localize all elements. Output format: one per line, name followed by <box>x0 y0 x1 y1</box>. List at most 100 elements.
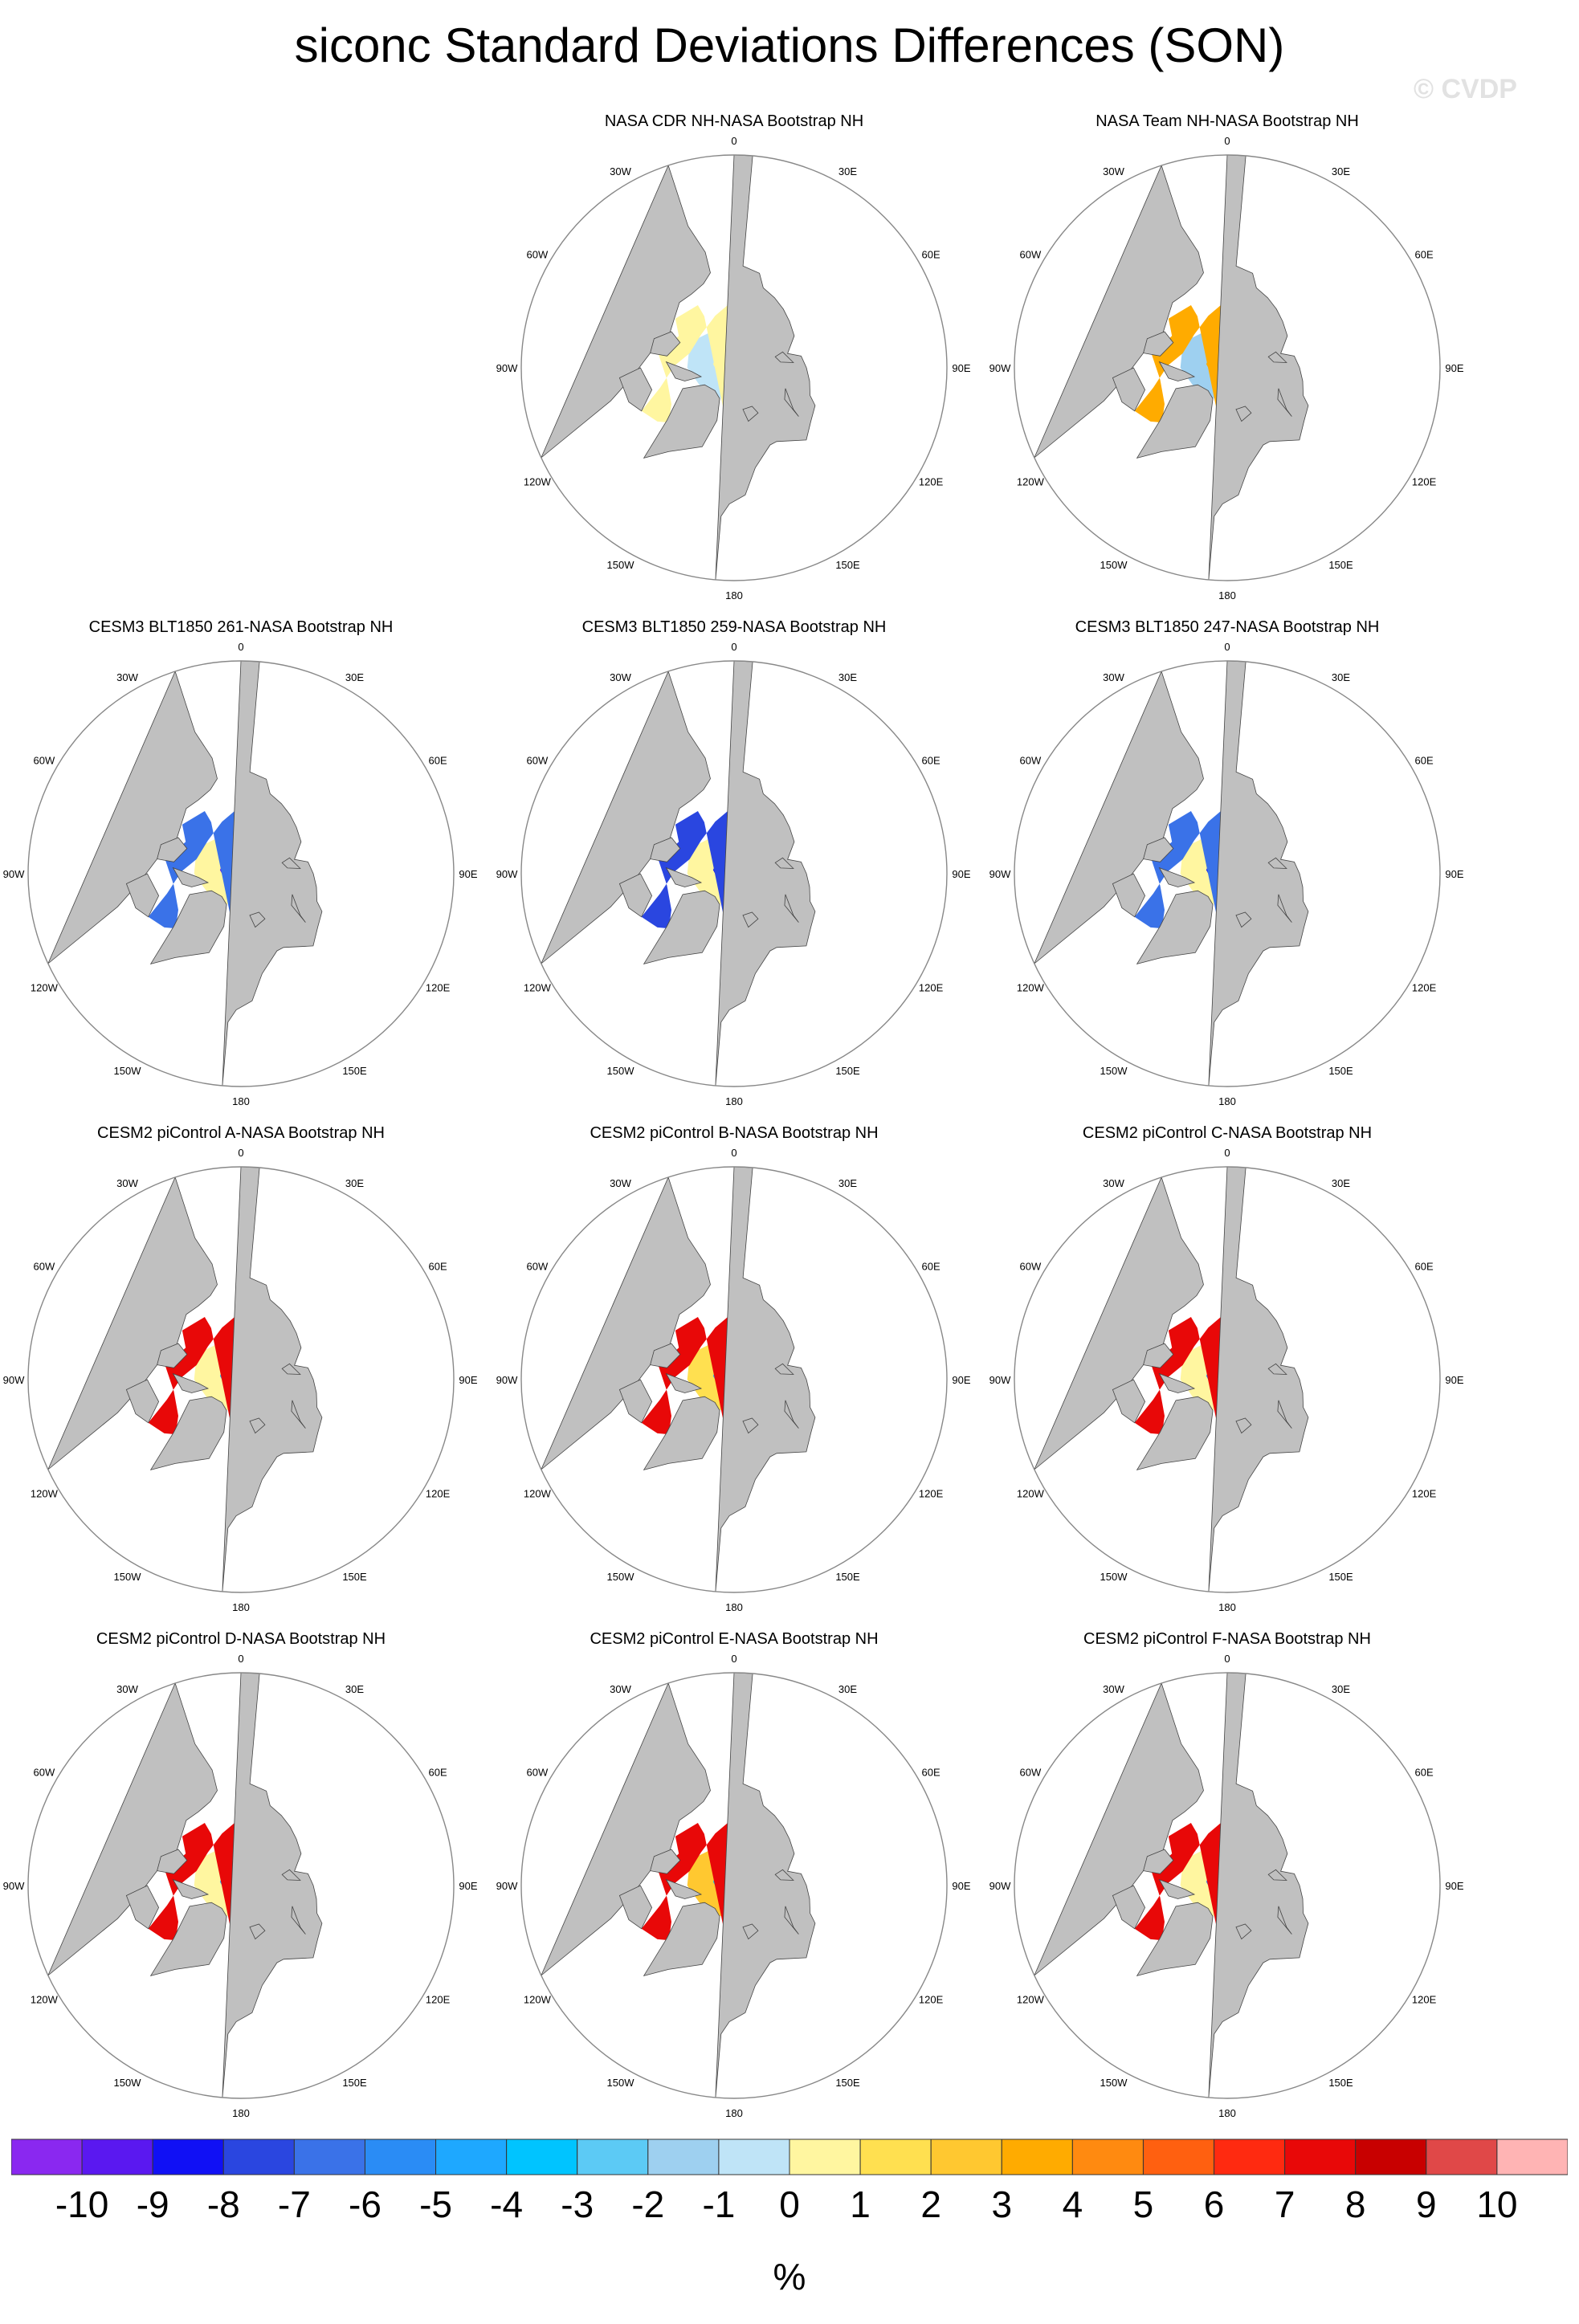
land-mass <box>291 894 306 923</box>
colorbar-swatch <box>718 2138 790 2175</box>
land-mass <box>650 1849 681 1874</box>
land-mass <box>1158 1372 1196 1393</box>
colorbar-tick: 3 <box>991 2183 1013 2225</box>
longitude-label: 180 <box>725 1095 743 1107</box>
land-mass <box>643 890 720 965</box>
longitude-label: 120E <box>426 1488 451 1500</box>
colorbar-tick: 9 <box>1416 2183 1437 2225</box>
colorbar-swatch <box>1426 2138 1498 2175</box>
longitude-label: 90E <box>459 868 477 880</box>
land-mass <box>291 1400 306 1429</box>
longitude-label: 150W <box>114 2077 142 2089</box>
colorbar-swatch <box>152 2138 224 2175</box>
longitude-label: 60W <box>34 1261 55 1273</box>
longitude-label: 150E <box>1328 1571 1353 1583</box>
colorbar-tick-labels: -10 -9 -8 -7 -6 -5 -4 -3 -2 -1 0 1 2 3 4 5 6 7 8 9 10 <box>0 2183 1579 2231</box>
map-panel: CESM2 piControl A-NASA Bootstrap NH 180 15… <box>0 1124 482 1614</box>
longitude-label: 150W <box>1100 559 1128 571</box>
longitude-label: 150E <box>1328 1065 1353 1077</box>
longitude-label: 90W <box>3 1880 25 1892</box>
land-mass <box>715 1673 816 2098</box>
land-mass <box>1143 1849 1174 1874</box>
map-panel: CESM3 BLT1850 259-NASA Bootstrap NH 180 15… <box>493 618 975 1108</box>
map-boundary <box>27 1166 455 1593</box>
longitude-label: 60E <box>922 755 940 767</box>
longitude-label: 120W <box>1017 476 1045 488</box>
land-mass <box>1112 873 1146 918</box>
map-boundary <box>1014 660 1441 1087</box>
longitude-label: 0 <box>731 1653 736 1665</box>
longitude-label: 120E <box>426 982 451 994</box>
land-mass <box>643 384 720 459</box>
longitude-label: 120W <box>1017 1994 1045 2006</box>
colorbar-tick: -4 <box>490 2183 524 2225</box>
polar-stereographic-map: 180 150E 120E 90E 60E 30E 0 30W 60W 90W 120W 150W <box>989 1653 1464 2118</box>
longitude-label: 30W <box>116 671 138 683</box>
longitude-label: 30E <box>345 1683 364 1695</box>
land-mass <box>157 1343 188 1368</box>
longitude-label: 120E <box>1412 476 1437 488</box>
cvdp-watermark: © CVDP <box>1414 74 1517 104</box>
longitude-label: 30E <box>1332 1683 1350 1695</box>
land-mass <box>281 1363 301 1375</box>
longitude-label: 180 <box>232 1095 250 1107</box>
longitude-label: 90E <box>1445 362 1463 374</box>
map-panel-title: NASA Team NH-NASA Bootstrap NH <box>1096 112 1359 130</box>
colorbar-swatch <box>1071 2138 1144 2175</box>
longitude-label: 150W <box>607 559 635 571</box>
longitude-label: 120W <box>31 1994 59 2006</box>
longitude-label: 30W <box>116 1683 138 1695</box>
land-mass <box>665 866 703 887</box>
longitude-label: 30W <box>1103 1177 1124 1189</box>
colorbar-swatch <box>647 2138 720 2175</box>
longitude-label: 150E <box>835 1065 860 1077</box>
longitude-label: 150W <box>607 2077 635 2089</box>
land-mass <box>1136 1902 1214 1977</box>
longitude-label: 120E <box>919 476 944 488</box>
land-mass <box>125 1885 160 1930</box>
longitude-label: 90W <box>496 362 518 374</box>
longitude-label: 30E <box>1332 165 1350 177</box>
colorbar-swatch <box>1496 2138 1568 2175</box>
map-panel: CESM2 piControl B-NASA Bootstrap NH 180 15… <box>493 1124 975 1614</box>
map-boundary <box>1014 154 1441 581</box>
longitude-label: 150E <box>1328 2077 1353 2089</box>
land-mass <box>742 406 759 422</box>
map-panel: CESM3 BLT1850 247-NASA Bootstrap NH 180 15… <box>986 618 1468 1108</box>
map-panel: CESM3 BLT1850 261-NASA Bootstrap NH 180 15… <box>0 618 482 1108</box>
land-mass <box>291 1906 306 1935</box>
land-mass <box>157 837 188 862</box>
land-mass <box>1112 1885 1146 1930</box>
longitude-label: 0 <box>731 135 736 147</box>
longitude-label: 0 <box>1224 641 1230 653</box>
land-mass <box>784 1400 799 1429</box>
map-panel-title: CESM2 piControl F-NASA Bootstrap NH <box>1083 1630 1371 1648</box>
land-mass <box>774 1363 794 1375</box>
longitude-label: 0 <box>1224 1147 1230 1159</box>
longitude-label: 120W <box>1017 982 1045 994</box>
colorbar-swatch <box>364 2138 437 2175</box>
longitude-label: 150E <box>342 1065 367 1077</box>
map-panel-title: CESM3 BLT1850 247-NASA Bootstrap NH <box>1075 618 1380 636</box>
colorbar-swatch <box>1001 2138 1073 2175</box>
colorbar-swatch <box>789 2138 861 2175</box>
map-panel: NASA CDR NH-NASA Bootstrap NH 180 150E 120E… <box>493 112 975 602</box>
colorbar-swatch <box>577 2138 649 2175</box>
colorbar-tick: 5 <box>1132 2183 1154 2225</box>
land-mass <box>1208 1673 1309 2098</box>
land-mass <box>1143 837 1174 862</box>
longitude-label: 90E <box>459 1880 477 1892</box>
longitude-label: 150W <box>1100 1065 1128 1077</box>
longitude-label: 60E <box>429 755 447 767</box>
land-mass <box>1158 866 1196 887</box>
land-mass <box>742 911 759 928</box>
polar-stereographic-map: 180 150E 120E 90E 60E 30E 0 30W 60W 90W 120W 150W <box>989 641 1464 1107</box>
longitude-label: 150W <box>607 1065 635 1077</box>
longitude-label: 90E <box>459 1374 477 1386</box>
map-boundary <box>520 154 948 581</box>
map-panel-title: CESM2 piControl E-NASA Bootstrap NH <box>590 1630 879 1648</box>
colorbar-tick: 6 <box>1203 2183 1225 2225</box>
land-mass <box>1158 1878 1196 1899</box>
longitude-label: 60E <box>1415 1261 1434 1273</box>
land-mass <box>1267 1363 1287 1375</box>
